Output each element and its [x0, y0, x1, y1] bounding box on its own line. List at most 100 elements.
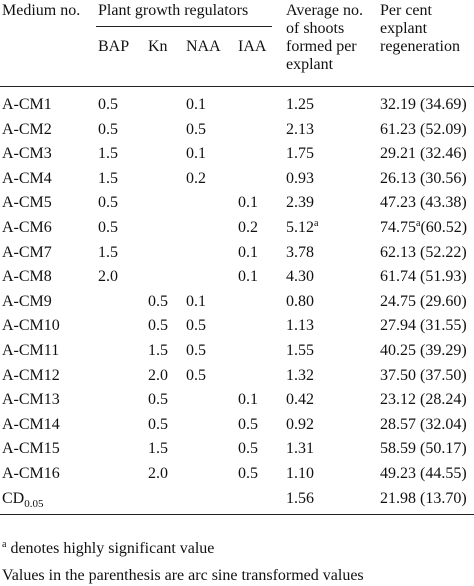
cell: 62.13 (52.22) [380, 243, 467, 261]
group-rule [96, 26, 272, 27]
header-regulator: NAA [186, 38, 221, 55]
cell: 29.21 (32.46) [380, 145, 467, 163]
header-average: Average no. [286, 2, 363, 19]
header-regulator: BAP [98, 38, 130, 55]
cell: 49.23 (44.55) [380, 465, 467, 482]
cell: 0.1 [238, 194, 258, 212]
cell: A-CM7 [2, 243, 52, 261]
cell: 0.2 [186, 169, 206, 187]
cell: 28.57 (32.04) [380, 415, 467, 433]
cell: 0.5 [238, 465, 258, 482]
cell: 1.25 [286, 96, 314, 113]
cell: 74.75a(60.52) [380, 219, 467, 237]
cell: 0.42 [286, 391, 314, 409]
bottom-rule [0, 514, 474, 515]
cell: 58.59 (50.17) [380, 440, 467, 458]
cell: 0.1 [238, 243, 258, 261]
cell: 4.30 [286, 268, 314, 286]
header-percent: Per cent [380, 2, 432, 19]
cell: 0.5 [98, 219, 118, 236]
cell: 21.98 (13.70) [380, 489, 467, 507]
cell: 24.75 (29.60) [380, 292, 467, 310]
cell: A-CM16 [2, 465, 60, 482]
header-group: Plant growth regulators [98, 2, 249, 19]
cell: CD0.05 [2, 489, 43, 510]
cell: 0.1 [186, 96, 206, 113]
cell: 3.78 [286, 243, 314, 261]
cell: 0.2 [238, 219, 258, 236]
cell: 0.80 [286, 292, 314, 310]
cell: A-CM8 [2, 268, 52, 286]
cell: 0.5 [98, 96, 118, 113]
header-average: of shoots [286, 20, 345, 37]
cell: A-CM12 [2, 366, 60, 384]
cell: 0.92 [286, 415, 314, 433]
cell-text: 74.75 [380, 219, 416, 236]
cell: 2.13 [286, 120, 314, 138]
cell: A-CM11 [2, 342, 60, 359]
cell: A-CM14 [2, 415, 60, 433]
cell: 0.5 [148, 317, 168, 335]
cell: 1.32 [286, 366, 314, 384]
cell-text: (60.52) [420, 219, 468, 236]
cell: 2.39 [286, 194, 314, 212]
cell: 1.5 [148, 440, 168, 458]
header-average: explant [286, 56, 334, 73]
cell: 37.50 (37.50) [380, 366, 467, 384]
cell: 0.5 [186, 366, 206, 384]
cell: 26.13 (30.56) [380, 169, 467, 187]
cell: A-CM15 [2, 440, 60, 458]
cell: A-CM13 [2, 391, 60, 409]
cell: 47.23 (43.38) [380, 194, 467, 212]
cell: 32.19 (34.69) [380, 96, 467, 113]
cell: 0.93 [286, 169, 314, 187]
cell: 0.5 [186, 317, 206, 335]
superscript: a [314, 218, 319, 229]
cell: A-CM4 [2, 169, 52, 187]
cell: A-CM1 [2, 96, 52, 113]
header-percent: explant [380, 20, 428, 37]
cell: A-CM10 [2, 317, 60, 335]
cell: 1.13 [286, 317, 314, 335]
cell: 1.5 [98, 243, 118, 261]
cell: 1.5 [148, 342, 168, 359]
cell: 0.1 [238, 268, 258, 286]
cell: 1.75 [286, 145, 314, 163]
cell: 61.23 (52.09) [380, 120, 467, 138]
header-regulator: IAA [238, 38, 267, 55]
cell: 0.1 [238, 391, 258, 409]
superscript: a [2, 539, 7, 550]
footnote-text: Values in the parenthesis are arc sine t… [2, 567, 364, 584]
cell: 0.5 [148, 391, 168, 409]
cell: A-CM9 [2, 292, 52, 310]
cell: A-CM6 [2, 219, 52, 236]
cell: 0.1 [186, 292, 206, 310]
header-regulator: Kn [148, 38, 168, 55]
cell: 0.5 [148, 292, 168, 310]
cell: 5.12a [286, 219, 318, 237]
cell: A-CM3 [2, 145, 52, 163]
cell: 0.5 [238, 440, 258, 458]
cell: 1.5 [98, 145, 118, 163]
cell: 2.0 [148, 465, 168, 482]
cell: 1.55 [286, 342, 314, 359]
cell: 0.5 [186, 342, 206, 359]
cell-text: CD [2, 489, 25, 507]
footnote: Values in the parenthesis are arc sine t… [2, 567, 364, 585]
footnote-text: denotes highly significant value [10, 540, 215, 557]
header-average: formed per [286, 38, 357, 55]
cell: 0.5 [148, 415, 168, 433]
cell: 1.56 [286, 489, 314, 507]
header-percent: regeneration [380, 38, 460, 55]
superscript: a [416, 218, 421, 229]
footnote: a denotes highly significant value [2, 540, 214, 558]
cell-text: 5.12 [286, 219, 314, 236]
cell: 0.5 [238, 415, 258, 433]
cell: 0.5 [186, 120, 206, 138]
cell: 1.10 [286, 465, 314, 482]
cell: 2.0 [148, 366, 168, 384]
cell: 1.5 [98, 169, 118, 187]
header-medium: Medium no. [2, 2, 81, 19]
cell: 61.74 (51.93) [380, 268, 467, 286]
